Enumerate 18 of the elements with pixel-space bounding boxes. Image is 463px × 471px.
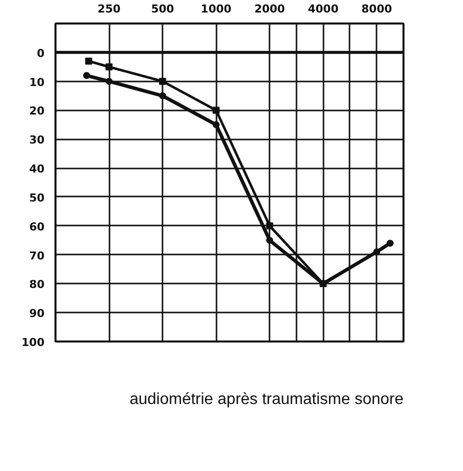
x-tick-label: 4000 <box>308 2 339 16</box>
x-tick-label: 250 <box>98 2 121 16</box>
y-tick-label: 70 <box>29 249 45 262</box>
y-tick-label: 80 <box>29 278 45 292</box>
y-tick-label: 100 <box>22 336 45 349</box>
x-tick-label: 8000 <box>361 2 392 16</box>
y-tick-label: 30 <box>29 134 45 147</box>
y-tick-label: 20 <box>29 104 45 118</box>
text: audiométrie après traumatisme sonore <box>130 391 404 408</box>
x-tick-label: 1000 <box>200 2 232 16</box>
y-tick-label: 50 <box>29 191 45 204</box>
y-tick-label: 10 <box>29 76 45 89</box>
y-tick-label: 90 <box>29 307 45 320</box>
y-tick-label: 60 <box>29 220 45 234</box>
y-tick-label: 0 <box>36 46 45 60</box>
x-tick-label: 2000 <box>254 2 286 16</box>
x-tick-label: 500 <box>151 2 174 16</box>
y-tick-label: 40 <box>29 162 45 176</box>
